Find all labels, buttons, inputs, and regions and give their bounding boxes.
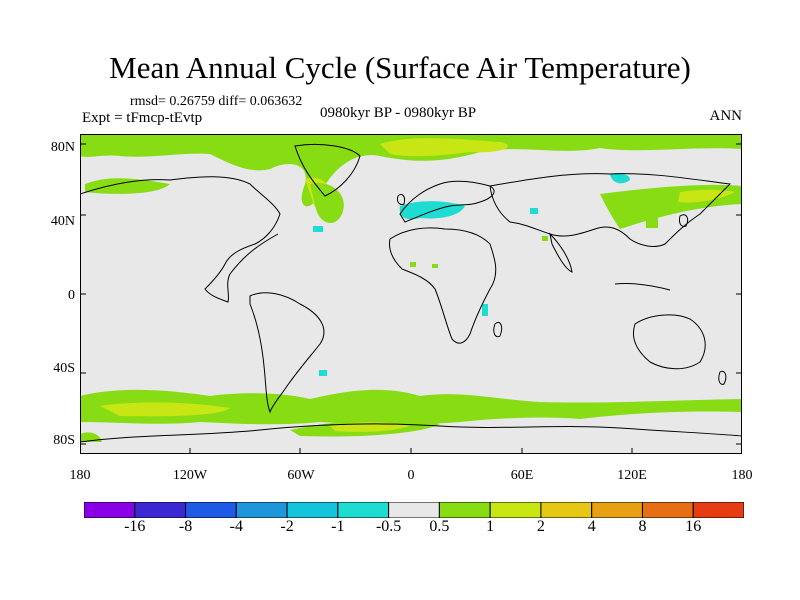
lon-label-0: 0 (407, 468, 415, 483)
arctic-strong-region (380, 138, 509, 157)
stats-text: rmsd= 0.26759 diff= 0.063632 (130, 94, 303, 109)
period-label: 0980kyr BP - 0980kyr BP (320, 105, 477, 121)
lon-label-60e: 60E (510, 468, 534, 483)
lon-label-60w: 60W (287, 468, 315, 483)
southern-strong-region (100, 402, 230, 417)
south-america-coast (249, 292, 325, 414)
colorbar-swatch-9 (540, 502, 593, 518)
east-asia-patch (646, 214, 658, 228)
experiment-label: Expt = tFmcp-tEvtp (82, 110, 203, 126)
europe-cold-region (399, 201, 465, 220)
lat-label-80n: 80N (50, 140, 75, 155)
madagascar-coast (493, 321, 503, 338)
season-label: ANN (709, 108, 743, 124)
figure-title: Mean Annual Cycle (Surface Air Temperatu… (109, 50, 691, 85)
europe-coast (399, 180, 495, 223)
colorbar-swatch-12 (692, 502, 744, 518)
north-america-coast (80, 176, 281, 303)
colorbar-swatch-11 (641, 502, 694, 518)
siberia-cold-region (610, 173, 630, 184)
tropics-patch-1 (410, 262, 416, 267)
africa-coast (389, 227, 497, 344)
world-map (80, 134, 742, 454)
colorbar-swatch-6 (388, 502, 440, 518)
colorbar-label: -0.5 (375, 518, 402, 535)
lon-label-180e: 180 (731, 468, 753, 483)
colorbar-swatch-7 (438, 502, 491, 518)
colorbar-label: 16 (685, 518, 702, 535)
colorbar-swatch-4 (286, 502, 339, 518)
atlantic-cold-patch (313, 226, 323, 232)
colorbar-label: 1 (486, 518, 495, 535)
colorbar-label: 0.5 (429, 518, 450, 535)
colorbar-swatch-3 (235, 502, 288, 518)
colorbar-swatch-2 (185, 502, 237, 518)
tropics-patch-3 (542, 236, 548, 241)
colorbar-swatch-8 (489, 502, 542, 518)
lon-label-120w: 120W (172, 468, 208, 483)
map-ticks (80, 143, 742, 454)
lon-label-120e: 120E (617, 468, 647, 483)
colorbar-label: -1 (331, 518, 345, 535)
japan-coast (679, 214, 689, 227)
north-atlantic-region (310, 183, 344, 224)
new-zealand-coast (718, 370, 727, 385)
colorbar-swatch-10 (591, 502, 643, 518)
australia-coast (633, 314, 706, 370)
lat-label-40n: 40N (50, 214, 75, 229)
colorbar-label: -16 (124, 518, 146, 535)
mideast-cold-patch (530, 208, 538, 214)
east-africa-cold-patch (482, 304, 488, 316)
lat-label-40s: 40S (53, 361, 75, 376)
colorbar-swatch-0 (84, 502, 136, 518)
colorbar-label: 2 (536, 518, 545, 535)
southern-ocean-band (80, 389, 742, 425)
colorbar-label: -2 (280, 518, 294, 535)
uk-coast (397, 193, 405, 205)
north-america-band (85, 178, 170, 194)
colorbar (84, 502, 744, 518)
colorbar-label: -8 (178, 518, 193, 535)
lat-label-80s: 80S (53, 433, 75, 448)
tropics-patch-2 (432, 264, 438, 268)
coastlines (80, 143, 742, 443)
colorbar-label: -4 (229, 518, 243, 535)
greenland-coast (294, 143, 361, 197)
lon-label-180w: 180 (69, 468, 91, 483)
arctic-warm-region (80, 134, 742, 207)
india-coast (549, 232, 573, 273)
colorbar-swatch-5 (337, 502, 390, 518)
antarctica-coast (80, 423, 742, 443)
south-atlantic-cold-patch (319, 370, 327, 376)
colorbar-label: 4 (587, 518, 596, 535)
indonesia-coast (614, 283, 671, 291)
lat-label-0: 0 (68, 288, 75, 303)
asia-coast (489, 173, 732, 247)
colorbar-swatch-1 (134, 502, 187, 518)
colorbar-label: 8 (638, 518, 647, 535)
